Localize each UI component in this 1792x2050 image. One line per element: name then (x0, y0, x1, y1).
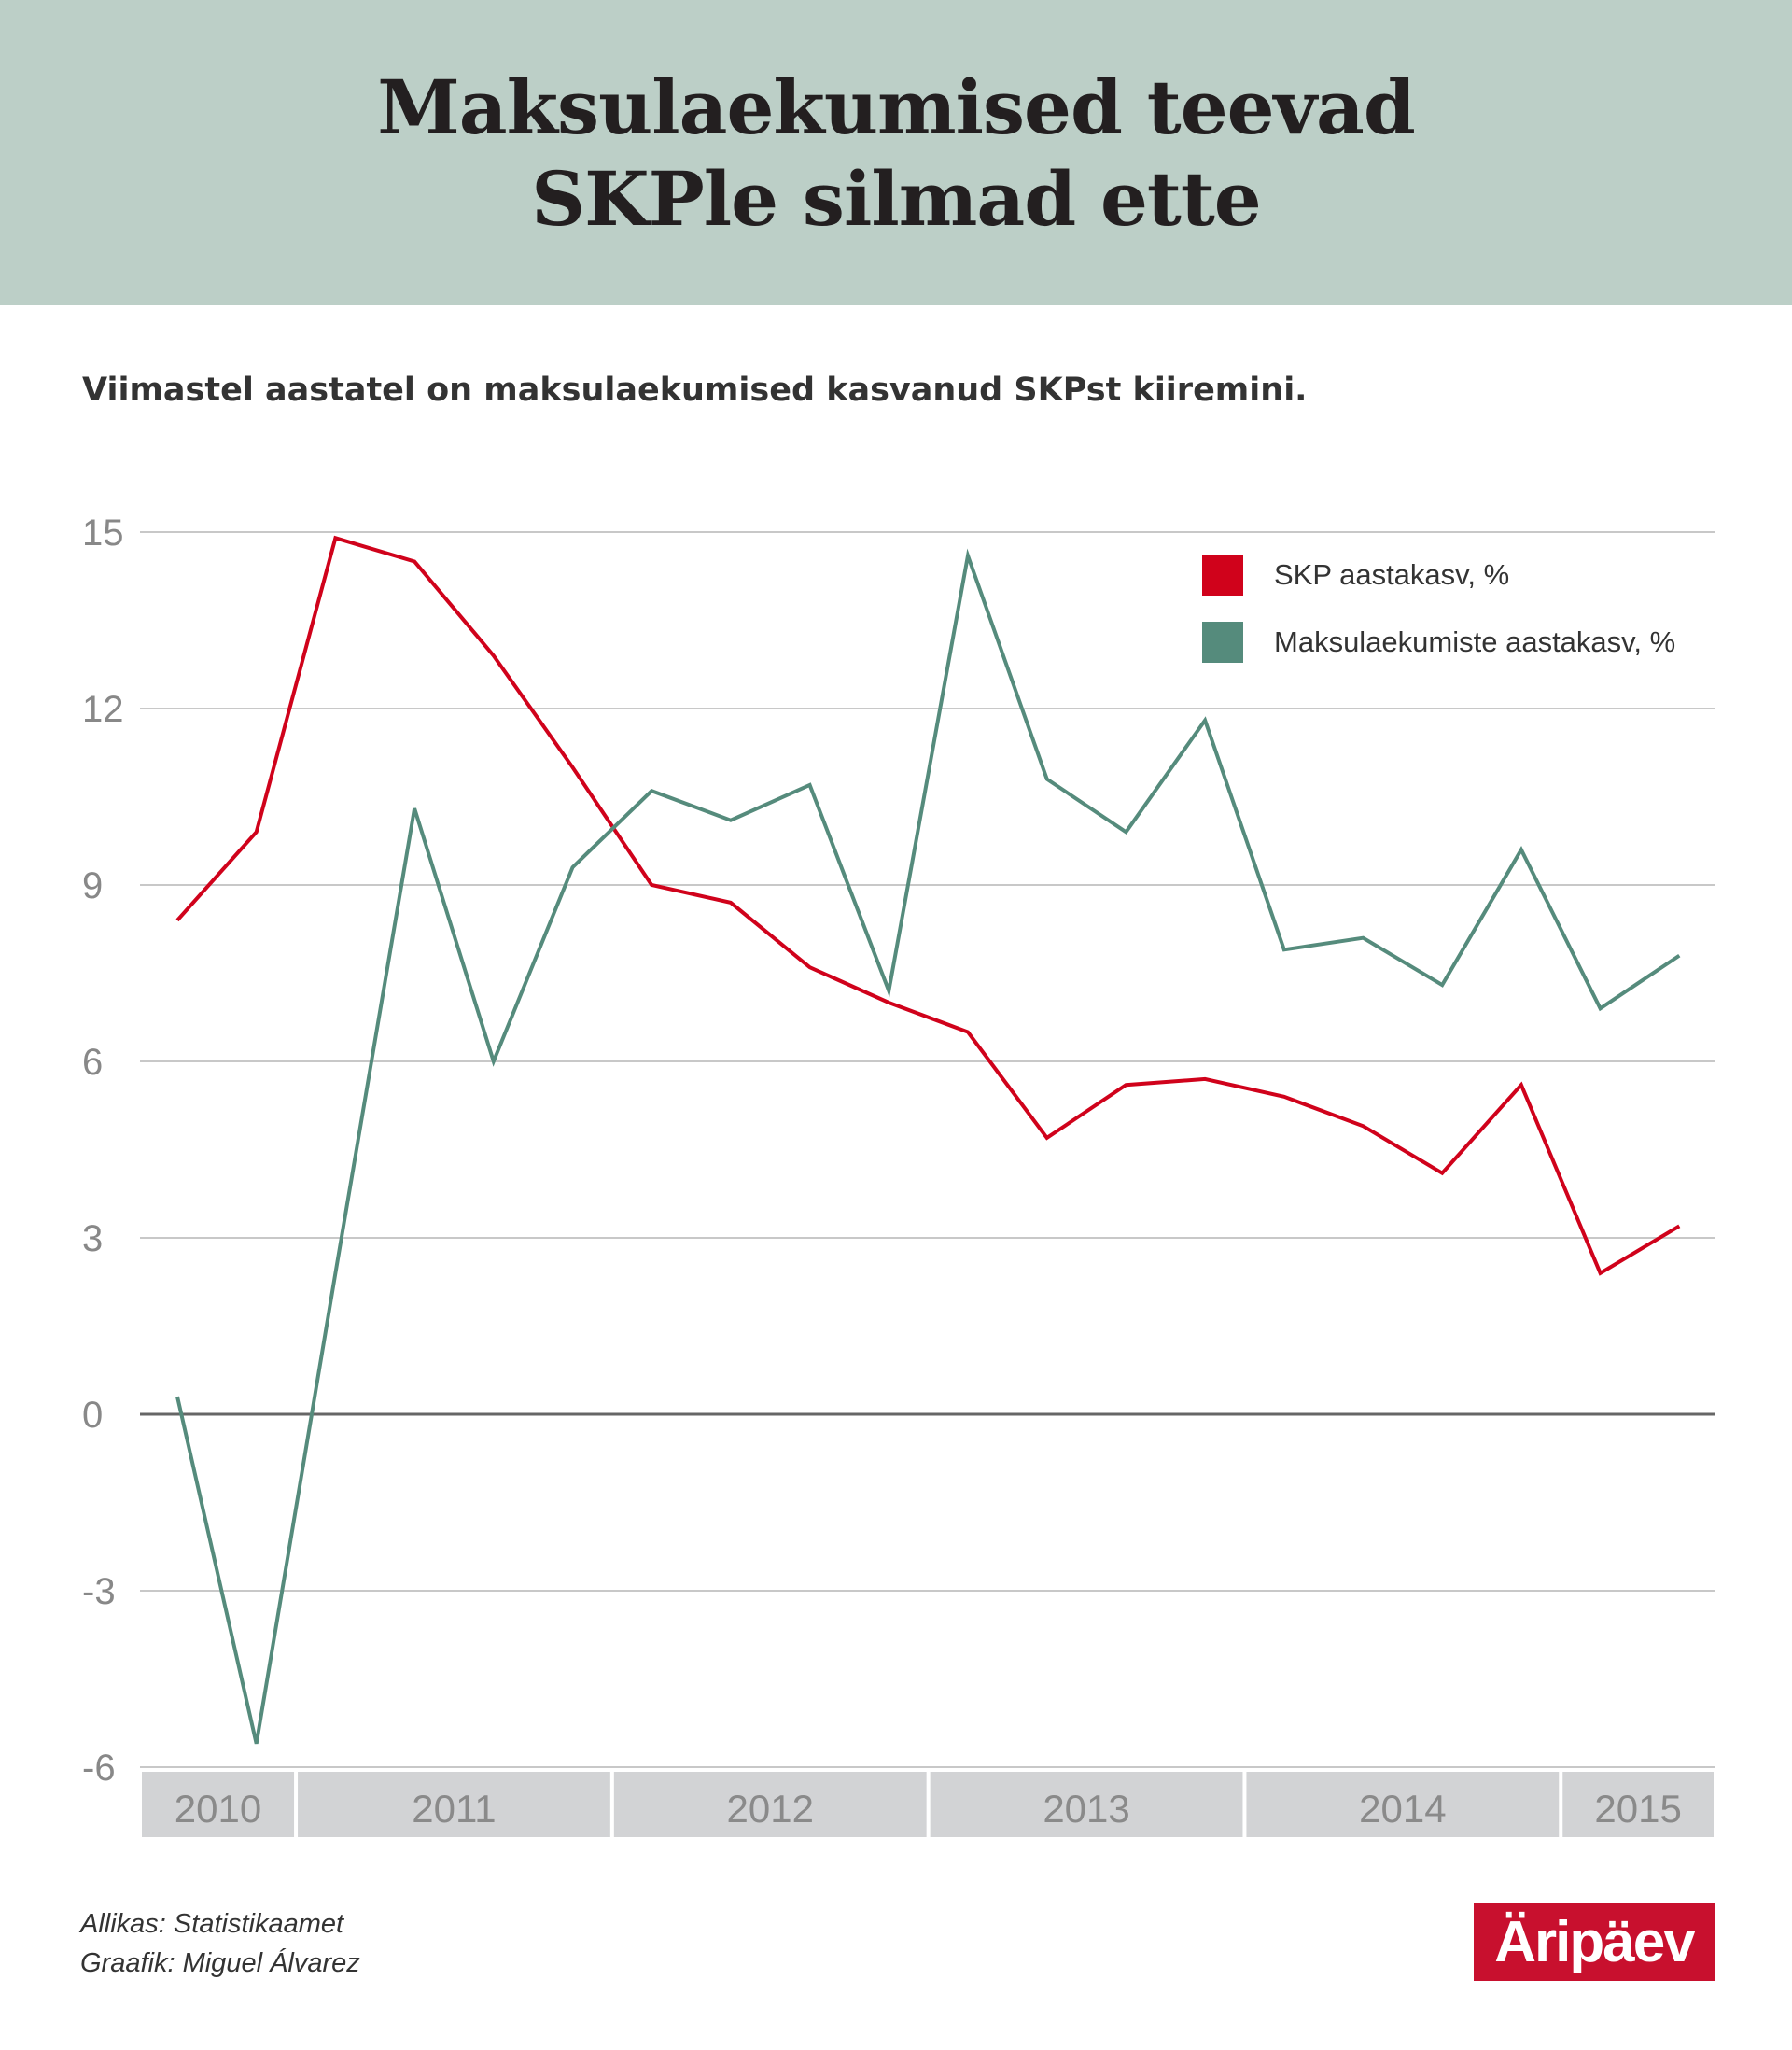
legend-swatch (1202, 555, 1243, 596)
year-band (1246, 1772, 1560, 1837)
legend-swatch (1202, 622, 1243, 663)
y-tick-label: 3 (82, 1218, 103, 1259)
y-tick-label: 6 (82, 1042, 103, 1083)
legend-label: Maksulaekumiste aastakasv, % (1274, 625, 1675, 658)
legend-label: SKP aastakasv, % (1274, 558, 1509, 591)
year-band (1562, 1772, 1714, 1837)
year-band (930, 1772, 1243, 1837)
x-tick-label: 2010 (175, 1787, 261, 1831)
year-band (613, 1772, 927, 1837)
y-tick-label: 9 (82, 865, 103, 906)
x-tick-label: 2014 (1359, 1787, 1446, 1831)
y-tick-label: -3 (82, 1571, 116, 1612)
source-text: Allikas: Statistikaamet (80, 1909, 344, 1939)
x-tick-label: 2013 (1043, 1787, 1129, 1831)
x-tick-label: 2015 (1594, 1787, 1681, 1831)
header-banner: Maksulaekumised teevad SKPle silmad ette (0, 0, 1792, 305)
chart-subtitle: Viimastel aastatel on maksulaekumised ka… (82, 372, 1308, 409)
chart-title-line2: SKPle silmad ette (531, 154, 1261, 243)
series-line-0 (175, 535, 1681, 1276)
line-chart: 15 12 9 6 3 0 -3 -6 2010 2011 2012 2013 2014 2015 SKP … (82, 512, 1715, 1837)
chart-title-line1: Maksulaekumised teevad (377, 63, 1416, 151)
year-band (298, 1772, 610, 1837)
y-tick-label: 0 (82, 1395, 103, 1436)
y-tick-label: 15 (82, 512, 124, 554)
year-band (142, 1772, 295, 1837)
y-tick-label: -6 (82, 1748, 116, 1789)
y-tick-label: 12 (82, 689, 124, 730)
aripaev-logo: Äripäev (1474, 1903, 1715, 1981)
footer-credits: Allikas: Statistikaamet Graafik: Miguel … (80, 1904, 360, 1983)
x-tick-label: 2012 (727, 1787, 814, 1831)
series-line-1 (175, 548, 1681, 1745)
x-tick-label: 2011 (412, 1787, 496, 1831)
author-text: Graafik: Miguel Álvarez (80, 1948, 360, 1978)
